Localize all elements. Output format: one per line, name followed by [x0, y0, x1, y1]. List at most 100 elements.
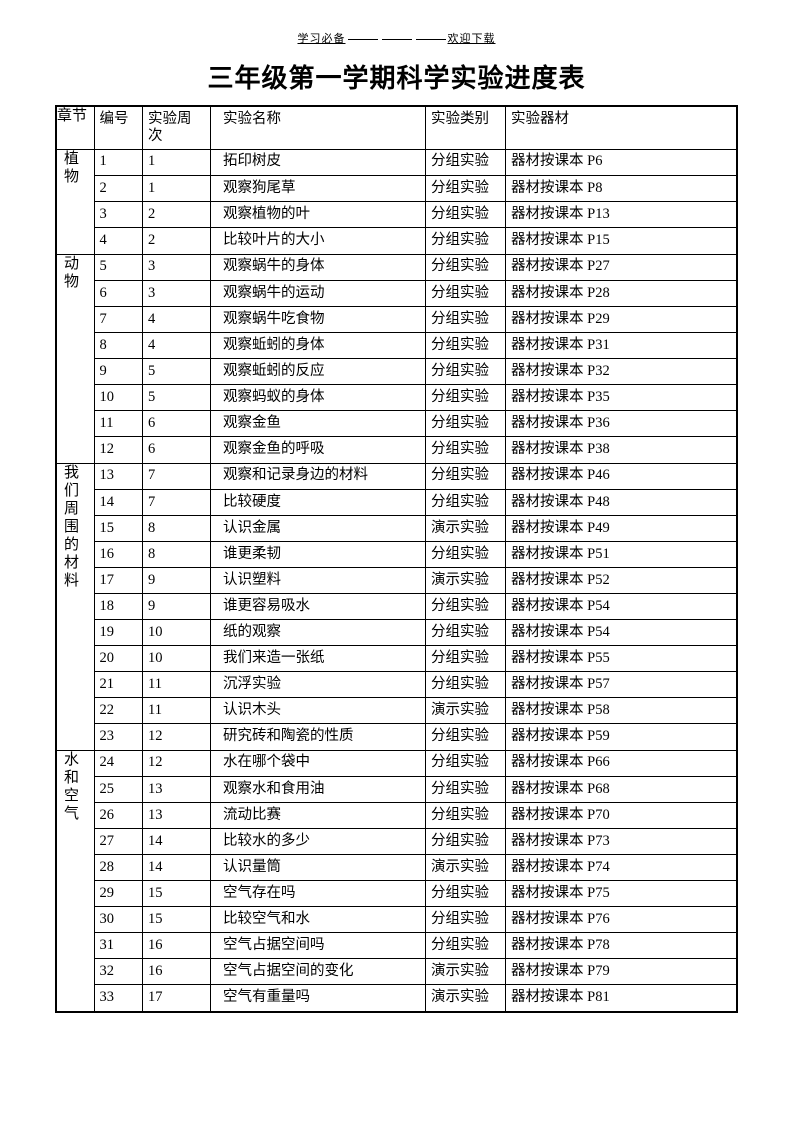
cell-equip: 器材按课本 P81: [506, 985, 737, 1011]
cell-type: 分组实验: [426, 202, 506, 228]
cell-num: 6: [95, 281, 143, 307]
cell-equip: 器材按课本 P68: [506, 777, 737, 803]
cell-week: 15: [143, 881, 211, 907]
cell-num: 18: [95, 594, 143, 620]
table-row: 126观察金鱼的呼吸分组实验器材按课本 P38: [95, 437, 737, 463]
cell-name: 观察和记录身边的材料: [211, 464, 426, 490]
header-note: 学习必备欢迎下载: [55, 30, 738, 46]
table-row: 3116空气占据空间吗分组实验器材按课本 P78: [95, 933, 737, 959]
cell-equip: 器材按课本 P52: [506, 568, 737, 594]
page-title: 三年级第一学期科学实验进度表: [55, 58, 738, 95]
cell-week: 9: [143, 594, 211, 620]
table-row: 63观察蜗牛的运动分组实验器材按课本 P28: [95, 281, 737, 307]
cell-name: 空气占据空间的变化: [211, 959, 426, 985]
cell-type: 分组实验: [426, 333, 506, 359]
cell-week: 4: [143, 307, 211, 333]
cell-type: 演示实验: [426, 516, 506, 542]
table-row: 137观察和记录身边的材料分组实验器材按课本 P46: [95, 464, 737, 490]
cell-week: 12: [143, 751, 211, 777]
cell-name: 比较水的多少: [211, 829, 426, 855]
cell-type: 演示实验: [426, 855, 506, 881]
cell-name: 空气存在吗: [211, 881, 426, 907]
cell-num: 4: [95, 228, 143, 254]
cell-equip: 器材按课本 P74: [506, 855, 737, 881]
cell-name: 拓印树皮: [211, 150, 426, 176]
cell-num: 2: [95, 176, 143, 202]
cell-equip: 器材按课本 P15: [506, 228, 737, 254]
cell-name: 谁更柔韧: [211, 542, 426, 568]
table-row: 2211认识木头演示实验器材按课本 P58: [95, 698, 737, 724]
cell-num: 32: [95, 959, 143, 985]
cell-num: 20: [95, 646, 143, 672]
cell-name: 观察金鱼: [211, 411, 426, 437]
cell-type: 分组实验: [426, 307, 506, 333]
table-row: 189谁更容易吸水分组实验器材按课本 P54: [95, 594, 737, 620]
cell-type: 分组实验: [426, 437, 506, 463]
cell-week: 6: [143, 437, 211, 463]
section-rows: 53观察蜗牛的身体分组实验器材按课本 P2763观察蜗牛的运动分组实验器材按课本…: [94, 254, 737, 463]
cell-week: 2: [143, 202, 211, 228]
cell-type: 分组实验: [426, 150, 506, 176]
cell-name: 观察金鱼的呼吸: [211, 437, 426, 463]
cell-week: 6: [143, 411, 211, 437]
table-row: 21观察狗尾草分组实验器材按课本 P8: [95, 176, 737, 202]
table-row: 95观察蚯蚓的反应分组实验器材按课本 P32: [95, 359, 737, 385]
cell-week: 11: [143, 698, 211, 724]
cell-num: 17: [95, 568, 143, 594]
cell-name: 观察植物的叶: [211, 202, 426, 228]
cell-name: 比较空气和水: [211, 907, 426, 933]
cell-equip: 器材按课本 P8: [506, 176, 737, 202]
cell-num: 14: [95, 490, 143, 516]
cell-num: 26: [95, 803, 143, 829]
cell-type: 分组实验: [426, 542, 506, 568]
col-week-header: 实验周次: [143, 107, 211, 149]
table-row: 116观察金鱼分组实验器材按课本 P36: [95, 411, 737, 437]
cell-num: 7: [95, 307, 143, 333]
section-rows: 11拓印树皮分组实验器材按课本 P621观察狗尾草分组实验器材按课本 P832观…: [94, 149, 737, 254]
cell-equip: 器材按课本 P54: [506, 620, 737, 646]
col-type-header: 实验类别: [426, 107, 506, 149]
cell-equip: 器材按课本 P36: [506, 411, 737, 437]
cell-equip: 器材按课本 P35: [506, 385, 737, 411]
chapter-cell: 植物: [56, 149, 94, 254]
cell-equip: 器材按课本 P51: [506, 542, 737, 568]
cell-week: 14: [143, 855, 211, 881]
cell-week: 5: [143, 359, 211, 385]
chapter-cell: 我们周围的材料: [56, 463, 94, 750]
cell-name: 观察水和食用油: [211, 777, 426, 803]
cell-equip: 器材按课本 P48: [506, 490, 737, 516]
section-row: 动物53观察蜗牛的身体分组实验器材按课本 P2763观察蜗牛的运动分组实验器材按…: [56, 254, 737, 463]
cell-num: 31: [95, 933, 143, 959]
cell-num: 9: [95, 359, 143, 385]
cell-type: 分组实验: [426, 646, 506, 672]
table-row: 105观察蚂蚁的身体分组实验器材按课本 P35: [95, 385, 737, 411]
cell-type: 分组实验: [426, 255, 506, 281]
cell-week: 3: [143, 281, 211, 307]
cell-week: 7: [143, 464, 211, 490]
section-rows: 2412水在哪个袋中分组实验器材按课本 P662513观察水和食用油分组实验器材…: [94, 750, 737, 1012]
cell-equip: 器材按课本 P46: [506, 464, 737, 490]
cell-type: 分组实验: [426, 594, 506, 620]
cell-num: 3: [95, 202, 143, 228]
cell-num: 30: [95, 907, 143, 933]
cell-num: 11: [95, 411, 143, 437]
cell-num: 25: [95, 777, 143, 803]
cell-equip: 器材按课本 P32: [506, 359, 737, 385]
cell-week: 10: [143, 646, 211, 672]
cell-name: 流动比赛: [211, 803, 426, 829]
cell-num: 19: [95, 620, 143, 646]
cell-type: 分组实验: [426, 803, 506, 829]
table-row: 53观察蜗牛的身体分组实验器材按课本 P27: [95, 255, 737, 281]
table-row: 42比较叶片的大小分组实验器材按课本 P15: [95, 228, 737, 254]
cell-week: 11: [143, 672, 211, 698]
table-row: 2412水在哪个袋中分组实验器材按课本 P66: [95, 751, 737, 777]
cell-name: 沉浮实验: [211, 672, 426, 698]
cell-equip: 器材按课本 P49: [506, 516, 737, 542]
cell-num: 5: [95, 255, 143, 281]
cell-name: 观察蚯蚓的身体: [211, 333, 426, 359]
table-row: 3317空气有重量吗演示实验器材按课本 P81: [95, 985, 737, 1011]
cell-num: 27: [95, 829, 143, 855]
cell-equip: 器材按课本 P31: [506, 333, 737, 359]
header-note-right: 欢迎下载: [448, 33, 496, 45]
cell-week: 16: [143, 959, 211, 985]
